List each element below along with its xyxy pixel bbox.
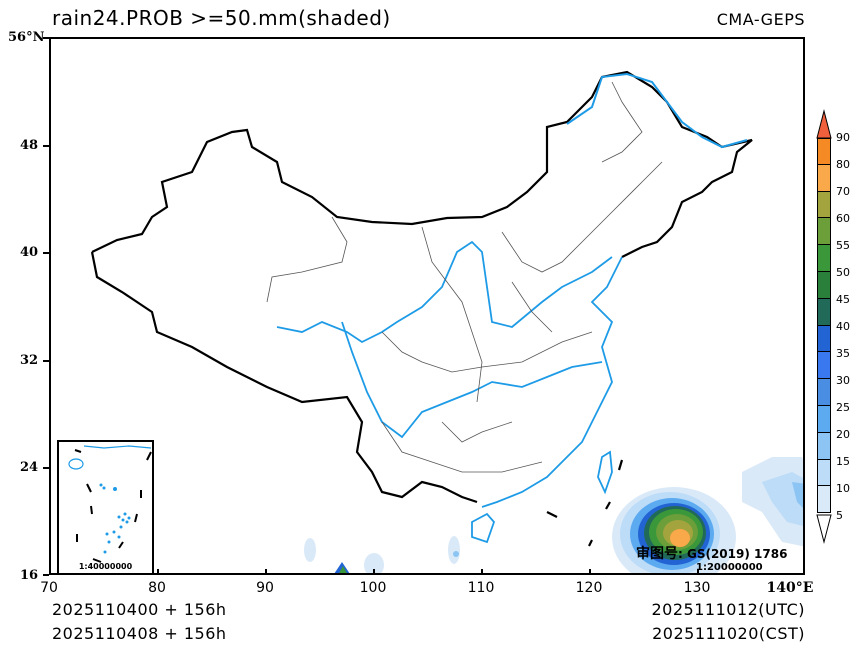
- chart-title: rain24.PROB >=50.mm(shaded): [52, 6, 391, 30]
- colorbar-segment-20-25: [817, 405, 831, 433]
- approval-prefix: 审图号: [636, 546, 678, 562]
- x-tick: [265, 569, 267, 575]
- colorbar-label: 50: [836, 266, 850, 279]
- colorbar-label: 5: [836, 509, 843, 522]
- colorbar-label: 35: [836, 347, 850, 360]
- y-axis-label-48: 48: [20, 138, 39, 153]
- x-tick: [589, 569, 591, 575]
- national-border: [91, 70, 753, 258]
- colorbar-segment-70-80: [817, 164, 831, 192]
- map-plot-area: [49, 37, 805, 575]
- colorbar: [817, 138, 831, 514]
- colorbar-segment-50-55: [817, 245, 831, 272]
- model-source-label: CMA-GEPS: [716, 10, 805, 29]
- china-map-svg: [90, 70, 803, 573]
- y-axis-label-56n: 56°N: [8, 30, 45, 45]
- map-approval-label: 审图号: GS(2019) 1786: [636, 543, 787, 563]
- southwest-border: [90, 251, 478, 504]
- x-axis-label-140e: 140°E: [766, 580, 814, 596]
- colorbar-label: 15: [836, 455, 850, 468]
- colorbar-label: 70: [836, 185, 850, 198]
- y-tick: [43, 360, 49, 362]
- yangtze-river: [341, 321, 603, 439]
- y-axis-label-16: 16: [20, 568, 39, 583]
- colorbar-label: 90: [836, 131, 850, 144]
- y-axis-label-40: 40: [20, 245, 39, 260]
- colorbar-segment-35-40: [817, 325, 831, 353]
- x-tick: [157, 569, 159, 575]
- colorbar-segment-25-30: [817, 379, 831, 406]
- y-tick: [43, 467, 49, 469]
- map-scale-label: 1:20000000: [696, 562, 763, 573]
- valid-time-cst: 2025111020(CST): [652, 624, 805, 643]
- approval-code: : GS(2019) 1786: [678, 547, 788, 561]
- valid-time-utc: 2025111012(UTC): [651, 600, 805, 619]
- x-axis-label-80: 80: [148, 580, 166, 596]
- colorbar-segment-40-45: [817, 298, 831, 326]
- x-axis-label-110: 110: [467, 580, 495, 596]
- colorbar-label: 10: [836, 482, 850, 495]
- amur-river: [566, 72, 748, 149]
- hainan-island: [471, 512, 496, 544]
- y-tick: [43, 145, 49, 147]
- colorbar-segment-55-60: [817, 218, 831, 246]
- colorbar-label: 55: [836, 239, 850, 252]
- x-tick: [481, 569, 483, 575]
- x-axis-label-100: 100: [359, 580, 387, 596]
- colorbar-label: 20: [836, 428, 850, 441]
- x-tick: [697, 569, 699, 575]
- colorbar-segment-5-10: [817, 486, 831, 514]
- colorbar-label: 60: [836, 212, 850, 225]
- yellow-river: [276, 240, 613, 344]
- y-axis-label-24: 24: [20, 460, 39, 475]
- colorbar-label: 30: [836, 374, 850, 387]
- probability-shading: [304, 457, 803, 573]
- colorbar-label: 40: [836, 320, 850, 333]
- init-time-utc: 2025110400 + 156h: [52, 600, 227, 619]
- province-borders: [266, 81, 663, 473]
- x-axis-label-130: 130: [683, 580, 711, 596]
- colorbar-label: 80: [836, 158, 850, 171]
- x-tick: [373, 569, 375, 575]
- y-tick: [43, 574, 49, 576]
- x-axis-label-70: 70: [40, 580, 58, 596]
- maritime-dashes: [546, 459, 624, 547]
- colorbar-segment-15-20: [817, 432, 831, 460]
- colorbar-segment-30-35: [817, 352, 831, 380]
- coastline: [481, 256, 623, 508]
- colorbar-segment-10-15: [817, 459, 831, 487]
- colorbar-segment-60-70: [817, 191, 831, 219]
- south-china-sea-inset: 1:40000000: [57, 440, 154, 575]
- inset-map-svg: [68, 445, 152, 563]
- inset-scale-label: 1:40000000: [78, 562, 133, 571]
- x-axis-label-90: 90: [256, 580, 274, 596]
- init-time-cst: 2025110408 + 156h: [52, 624, 227, 643]
- colorbar-segment-45-50: [817, 271, 831, 299]
- y-tick: [43, 252, 49, 254]
- colorbar-label: 45: [836, 293, 850, 306]
- y-tick: [43, 37, 49, 39]
- colorbar-label: 25: [836, 401, 850, 414]
- taiwan-island: [597, 450, 613, 495]
- y-axis-label-32: 32: [20, 353, 39, 368]
- colorbar-segment-80-90: [817, 138, 831, 165]
- x-axis-label-120: 120: [575, 580, 603, 596]
